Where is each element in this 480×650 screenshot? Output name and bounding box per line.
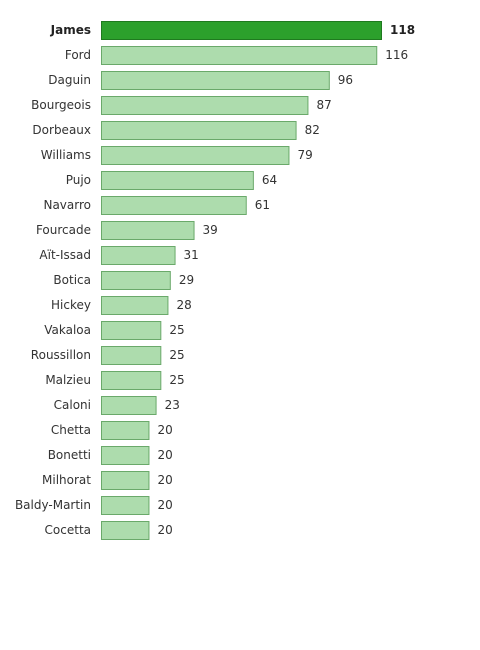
bar [101,96,309,115]
category-label: Baldy-Martin [15,498,91,512]
category-label: Botica [53,273,91,287]
value-label: 29 [179,273,194,287]
bar [101,146,290,165]
bar [101,396,157,415]
category-label: Caloni [54,398,91,412]
category-label: Dorbeaux [32,123,91,137]
category-label: Aït-Issad [39,248,91,262]
category-label: Vakaloa [44,323,91,337]
category-label: Milhorat [42,473,91,487]
bar [101,246,176,265]
value-label: 20 [157,423,172,437]
bar [101,371,162,390]
value-label: 116 [385,48,408,62]
value-label: 23 [165,398,180,412]
bar [101,521,150,540]
category-label: Fourcade [36,223,91,237]
category-label: Roussillon [31,348,91,362]
bar [101,46,378,65]
category-label: Ford [65,48,91,62]
bars-group: James 118 Ford 116 Daguin 96 Bourgeois 87 Dorbea… [15,21,415,540]
category-label: Bonetti [48,448,91,462]
bar [101,171,254,190]
category-label: Pujo [66,173,91,187]
value-label: 20 [157,523,172,537]
value-label: 25 [169,323,184,337]
category-label: James [50,23,91,37]
bar [101,271,171,290]
value-label: 39 [203,223,218,237]
value-label: 87 [316,98,331,112]
value-label: 20 [157,448,172,462]
bar [101,471,150,490]
value-label: 118 [390,23,415,37]
category-label: Williams [41,148,91,162]
value-label: 28 [176,298,191,312]
bar [101,71,330,90]
bar [101,21,382,40]
value-label: 25 [169,373,184,387]
category-label: Daguin [48,73,91,87]
value-label: 82 [305,123,320,137]
bar [101,196,247,215]
value-label: 61 [255,198,270,212]
category-label: Bourgeois [31,98,91,112]
value-label: 20 [157,498,172,512]
value-label: 31 [184,248,199,262]
bar [101,496,150,515]
bar [101,121,297,140]
value-label: 96 [338,73,353,87]
category-label: Malzieu [45,373,91,387]
bar [101,421,150,440]
value-label: 64 [262,173,277,187]
category-label: Navarro [43,198,91,212]
value-label: 79 [297,148,312,162]
bar [101,296,169,315]
bar [101,346,162,365]
category-label: Chetta [51,423,91,437]
bar [101,221,195,240]
category-label: Cocetta [45,523,91,537]
value-label: 25 [169,348,184,362]
bar [101,446,150,465]
value-label: 20 [157,473,172,487]
bar [101,321,162,340]
category-label: Hickey [51,298,91,312]
